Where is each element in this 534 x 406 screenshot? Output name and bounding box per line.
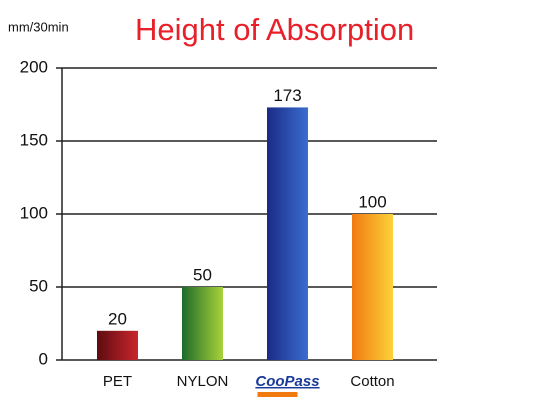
bar (182, 287, 223, 360)
y-tick-label: 50 (29, 276, 48, 295)
chart-title: Height of Absorption (135, 12, 414, 47)
y-axis-label: mm/30min (8, 19, 69, 34)
x-tick-label: Cotton (350, 373, 394, 390)
x-tick-label: CooPass (255, 373, 319, 390)
bar (267, 107, 308, 360)
value-label: 50 (193, 265, 212, 284)
logo-stripe (257, 392, 298, 397)
bar (97, 330, 138, 360)
y-tick-label: 100 (20, 203, 48, 222)
value-label: 173 (273, 86, 301, 105)
value-label: 100 (358, 192, 386, 211)
bar (352, 214, 393, 360)
y-tick-label: 200 (20, 57, 48, 76)
x-tick-label: NYLON (177, 373, 229, 390)
x-tick-label: PET (103, 373, 132, 390)
value-label: 20 (108, 309, 127, 328)
y-tick-label: 150 (20, 130, 48, 149)
y-tick-label: 0 (39, 349, 48, 368)
